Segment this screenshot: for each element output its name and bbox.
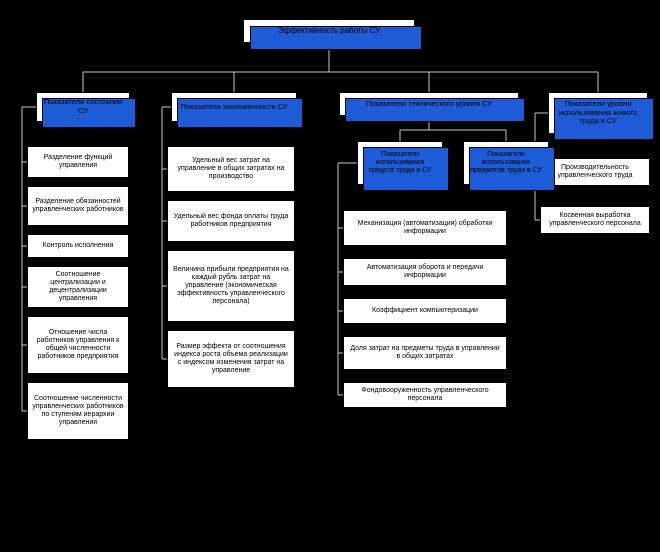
node-label: Удельный вес затрат на управление в общи…: [172, 157, 290, 181]
node-box: Показатели экономичности СУ: [171, 92, 297, 122]
node-label: Эффективность работы СУ: [278, 26, 380, 35]
node-label: Отношение числа работников управления к …: [32, 329, 124, 361]
node-label: Величина прибыли предприятия на каждый р…: [172, 266, 290, 306]
node-box: Коэффициент компьютеризации: [343, 298, 507, 324]
node-box: Показатели уровня использования живого т…: [548, 92, 648, 134]
node-box: Механизация (автоматизация) обработки ин…: [343, 210, 507, 246]
node-label: Производительность управленческого труда: [545, 164, 645, 180]
node-label: Показатели использования предметов труда…: [468, 151, 544, 175]
node-box: Косвенная выработка управленческого перс…: [540, 206, 650, 234]
node-label: Коэффициент компьютеризации: [372, 307, 478, 315]
node-label: Разделение обязанностей управленческих р…: [32, 198, 124, 214]
node-box: Показатели использования средств труда в…: [357, 141, 443, 185]
node-box: Эффективность работы СУ: [243, 19, 415, 43]
node-box: Показатели технического уровня СУ: [339, 92, 519, 116]
node-box: Соотношение численности управленческих р…: [27, 382, 129, 440]
node-label: Доля затрат на предметы труда в управлен…: [348, 345, 502, 361]
node-box: Доля затрат на предметы труда в управлен…: [343, 336, 507, 370]
node-label: Автоматизация оборота и передачи информа…: [348, 264, 502, 280]
node-box: Разделение функций управления: [27, 146, 129, 178]
node-label: Соотношение численности управленческих р…: [32, 395, 124, 427]
node-label: Показатели использования средств труда в…: [362, 151, 438, 175]
node-box: Показатели использования предметов труда…: [463, 141, 549, 185]
node-box: Удельный вес фонда оплаты труда работник…: [167, 200, 295, 242]
node-box: Контроль исполнения: [27, 234, 129, 258]
node-box: Показатели состояния СУ: [36, 92, 130, 122]
node-box: Разделение обязанностей управленческих р…: [27, 186, 129, 226]
node-label: Контроль исполнения: [43, 242, 114, 250]
node-label: Соотношение централизации и децентрализа…: [32, 271, 124, 303]
node-box: Размер эффекта от соотношения индекса ро…: [167, 330, 295, 388]
node-box: Величина прибыли предприятия на каждый р…: [167, 250, 295, 322]
node-label: Показатели состояния СУ: [41, 98, 125, 115]
node-box: Фондовооруженность управленческого персо…: [343, 382, 507, 408]
node-label: Размер эффекта от соотношения индекса ро…: [172, 343, 290, 375]
node-label: Разделение функций управления: [32, 154, 124, 170]
node-label: Косвенная выработка управленческого перс…: [545, 212, 645, 228]
node-box: Автоматизация оборота и передачи информа…: [343, 258, 507, 286]
node-label: Удельный вес фонда оплаты труда работник…: [172, 213, 290, 229]
node-box: Отношение числа работников управления к …: [27, 316, 129, 374]
node-box: Производительность управленческого труда: [540, 158, 650, 186]
node-label: Показатели уровня использования живого т…: [553, 100, 643, 126]
node-box: Соотношение централизации и децентрализа…: [27, 266, 129, 308]
node-box: Удельный вес затрат на управление в общи…: [167, 146, 295, 192]
node-label: Показатели экономичности СУ: [180, 103, 287, 112]
node-label: Фондовооруженность управленческого персо…: [348, 387, 502, 403]
node-label: Показатели технического уровня СУ: [366, 100, 492, 109]
node-label: Механизация (автоматизация) обработки ин…: [348, 220, 502, 236]
